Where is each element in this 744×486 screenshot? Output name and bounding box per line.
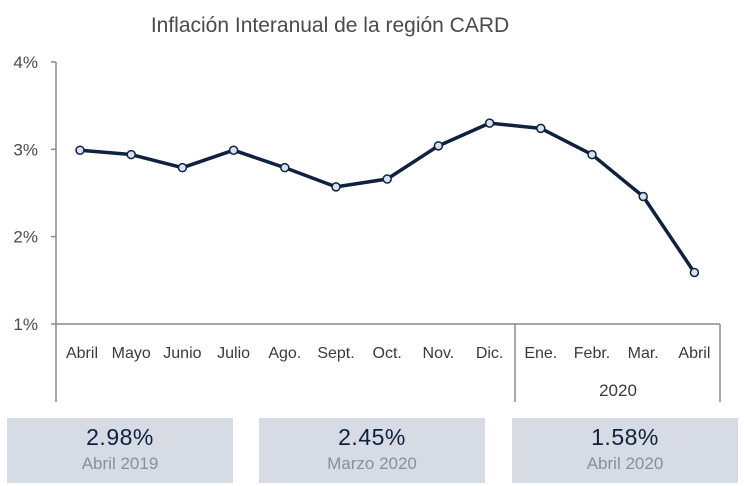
card-value: 2.45% — [338, 424, 406, 450]
card-label: Abril 2020 — [586, 454, 664, 473]
data-point — [228, 145, 239, 155]
x-tick-label: Julio — [217, 345, 250, 362]
x-tick-label: Dic. — [476, 345, 504, 362]
x-tick-label: Abril — [678, 345, 710, 362]
data-point — [433, 141, 444, 151]
x-tick-label: Mar. — [628, 345, 659, 362]
card-label: Abril 2019 — [81, 454, 159, 473]
x-tick-label: Ago. — [268, 345, 301, 362]
x-tick-label: Mayo — [112, 345, 151, 362]
data-point — [126, 149, 136, 160]
summary-card-april-2020: 1.58% Abril 2020 — [512, 418, 738, 483]
data-point — [638, 191, 648, 202]
data-point — [331, 182, 341, 192]
y-tick-label: 2% — [13, 228, 38, 247]
data-point — [484, 118, 495, 128]
y-axis-ticks: 1% 2% 3% 4% — [13, 53, 56, 334]
x-tick-label: Sept. — [317, 345, 354, 362]
data-point — [587, 149, 597, 160]
x-tick-label: Oct. — [373, 345, 402, 362]
x-tick-label: Ene. — [524, 345, 557, 362]
x-tick-label: Febr. — [574, 345, 610, 362]
year-group-label: 2020 — [599, 381, 637, 400]
x-tick-label: Junio — [163, 345, 201, 362]
data-point — [280, 162, 290, 173]
line-chart: Inflación Interanual de la región CARD 2… — [13, 14, 721, 402]
inflation-series-line — [78, 121, 697, 275]
data-point — [177, 162, 188, 173]
chart-title: Inflación Interanual de la región CARD — [151, 14, 509, 37]
y-tick-label: 3% — [13, 140, 38, 159]
x-axis-ticks: Abril Mayo Junio Julio Ago. Sept. Oct. Nov. Dic.… — [66, 345, 710, 362]
card-value: 1.58% — [591, 424, 659, 450]
card-value: 2.98% — [86, 424, 154, 450]
y-tick-label: 4% — [13, 53, 38, 72]
y-tick-label: 1% — [13, 315, 38, 334]
x-tick-label: Abril — [66, 345, 98, 362]
data-point — [75, 145, 85, 155]
series-markers — [75, 118, 700, 278]
card-label: Marzo 2020 — [327, 454, 417, 473]
data-point — [382, 174, 392, 184]
x-tick-label: Nov. — [423, 345, 455, 362]
data-point — [689, 267, 700, 278]
summary-card-march-2020: 2.45% Marzo 2020 — [259, 418, 485, 483]
summary-card-april-2019: 2.98% Abril 2019 — [7, 418, 233, 483]
data-point — [536, 123, 546, 134]
